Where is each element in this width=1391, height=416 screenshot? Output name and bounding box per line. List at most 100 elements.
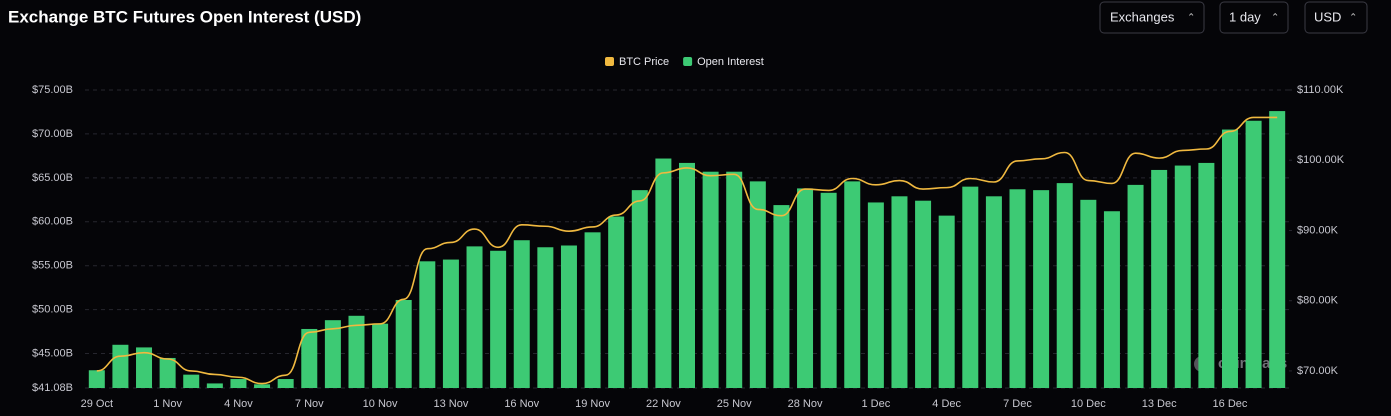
bar — [537, 247, 554, 388]
y-tick-label: $50.00B — [32, 304, 73, 316]
bar — [324, 320, 341, 388]
legend-swatch — [605, 57, 614, 66]
x-tick-label: 7 Nov — [295, 398, 324, 410]
legend-swatch — [683, 57, 693, 66]
price-line — [96, 116, 1278, 385]
select-box[interactable] — [1099, 1, 1205, 34]
bar — [773, 205, 790, 388]
bar — [1080, 199, 1097, 388]
bar — [797, 188, 814, 388]
bar — [466, 246, 483, 388]
bar — [560, 245, 577, 388]
bar — [1198, 162, 1215, 388]
select-caret: ⌃ — [1187, 13, 1195, 24]
bar — [726, 171, 743, 388]
bar — [985, 196, 1002, 388]
bar — [1174, 165, 1191, 388]
x-tick-label: 13 Dec — [1142, 398, 1177, 410]
select-box[interactable] — [1219, 1, 1289, 34]
bar — [442, 259, 459, 388]
bar — [702, 171, 719, 388]
bar — [490, 250, 507, 388]
x-tick-label: 16 Dec — [1213, 398, 1248, 410]
y2-tick-label: $80.00K — [1297, 295, 1339, 307]
x-tick-label: 16 Nov — [504, 398, 539, 410]
bar — [1056, 183, 1073, 388]
bar — [938, 215, 955, 388]
x-tick-label: 19 Nov — [575, 398, 610, 410]
y-tick-label: $65.00B — [32, 172, 73, 184]
bar — [230, 379, 247, 388]
select-caret: ⌃ — [1271, 13, 1279, 24]
bar — [254, 384, 271, 388]
bar — [88, 370, 105, 388]
bar — [679, 162, 695, 388]
currency-select[interactable]: USD ⌃ — [1304, 1, 1368, 34]
bar — [962, 186, 979, 388]
bar — [1009, 189, 1026, 388]
y-tick-label: $55.00B — [32, 260, 73, 272]
x-tick-label: 10 Dec — [1071, 398, 1106, 410]
bar — [112, 344, 129, 388]
x-tick-label: 22 Nov — [646, 398, 681, 410]
bar — [584, 232, 601, 388]
bar — [915, 200, 932, 388]
y2-tick-label: $100.00K — [1297, 154, 1345, 166]
bar — [301, 328, 318, 388]
bar — [136, 347, 153, 388]
bar — [159, 357, 176, 388]
bar — [867, 202, 884, 388]
bar — [891, 196, 908, 388]
bar — [820, 192, 837, 388]
bar — [419, 261, 436, 388]
y-tick-label: $45.00B — [32, 347, 73, 359]
x-tick-label: 1 Dec — [861, 398, 890, 410]
select-caret: ⌃ — [1349, 13, 1357, 24]
chart-title: Exchange BTC Futures Open Interest (USD) — [8, 7, 361, 26]
x-tick-label: 7 Dec — [1003, 398, 1032, 410]
bar — [1127, 184, 1144, 388]
bar — [844, 181, 861, 388]
legend-label: BTC Price — [619, 56, 669, 68]
bar — [1033, 190, 1050, 388]
x-tick-label: 28 Nov — [788, 398, 823, 410]
x-tick-label: 29 Oct — [81, 398, 113, 410]
x-tick-label: 10 Nov — [363, 398, 398, 410]
bar — [631, 190, 648, 388]
y-tick-label: $60.00B — [32, 216, 73, 228]
x-tick-label: 13 Nov — [433, 398, 468, 410]
bar — [1269, 111, 1286, 389]
bar — [206, 383, 223, 388]
bar — [1103, 211, 1120, 388]
bar — [372, 323, 389, 388]
x-tick-label: 4 Dec — [932, 398, 961, 410]
select-label[interactable]: USD — [1314, 9, 1341, 24]
legend-label: Open Interest — [697, 56, 764, 68]
bar — [1245, 120, 1262, 389]
select-box[interactable] — [1304, 1, 1368, 34]
y2-tick-label: $90.00K — [1297, 224, 1339, 236]
bar — [395, 299, 412, 388]
x-tick-label: 4 Nov — [224, 398, 253, 410]
bar — [277, 379, 294, 388]
y-tick-label: $41.08B — [32, 382, 73, 394]
bar — [655, 158, 672, 388]
x-tick-label: 1 Nov — [153, 398, 182, 410]
bar — [1151, 169, 1168, 388]
x-tick-label: 25 Nov — [717, 398, 752, 410]
bar — [608, 216, 625, 388]
bar — [1221, 129, 1238, 389]
bar — [749, 181, 766, 388]
y-tick-label: $75.00B — [32, 84, 73, 96]
bar — [513, 240, 530, 388]
select-label[interactable]: 1 day — [1229, 9, 1261, 24]
y2-tick-label: $70.00K — [1297, 365, 1339, 377]
select-label[interactable]: Exchanges — [1110, 9, 1175, 24]
y2-tick-label: $110.00K — [1297, 84, 1344, 96]
bar — [348, 315, 365, 388]
y-tick-label: $70.00B — [32, 128, 73, 140]
exchanges-select[interactable]: Exchanges ⌃ — [1099, 1, 1205, 34]
bar — [183, 374, 200, 388]
interval-select[interactable]: 1 day ⌃ — [1219, 1, 1289, 34]
